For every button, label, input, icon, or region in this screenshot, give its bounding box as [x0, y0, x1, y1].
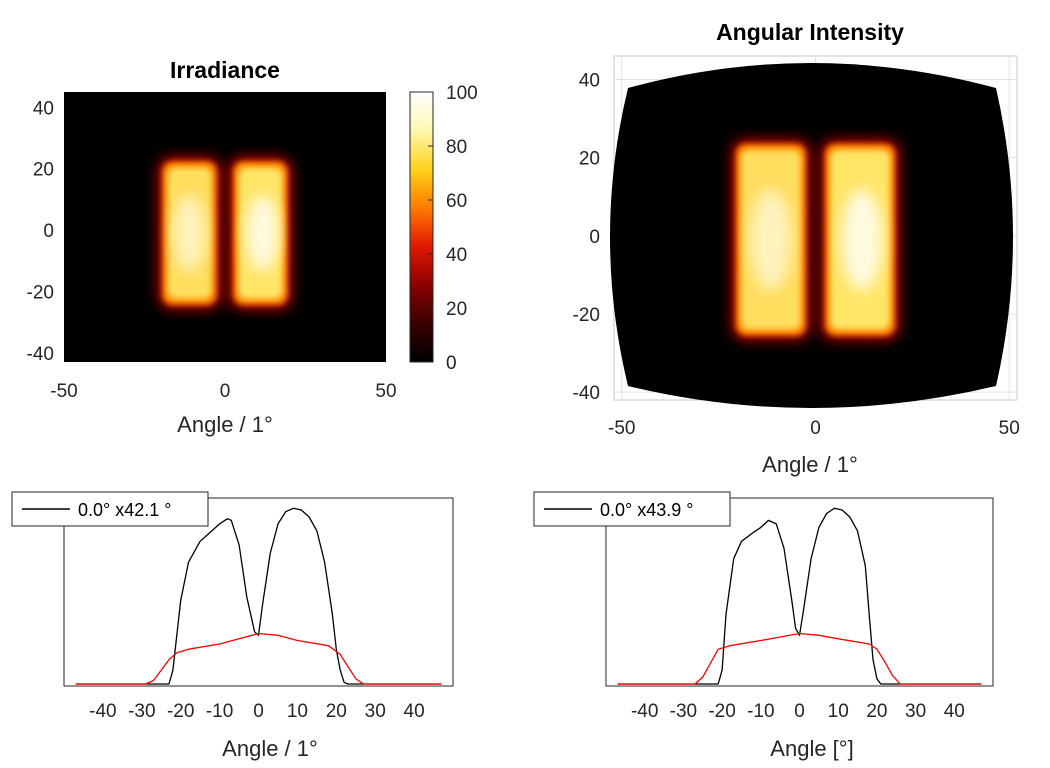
angular-intensity-title: Angular Intensity	[716, 19, 904, 45]
profile-right-legend-label: 0.0° x43.9 °	[600, 500, 693, 520]
heat-bar-core	[750, 188, 792, 291]
heat-bar-core	[246, 194, 279, 272]
x-tick-label: 0	[253, 701, 264, 722]
irradiance-plot-area	[64, 92, 386, 362]
profile-left-legend: 0.0° x42.1 °	[11, 491, 209, 527]
heat-bar-core	[841, 188, 883, 291]
series-line	[75, 507, 442, 685]
irradiance-y-ticks: 40 20 0 -20 -40	[27, 98, 54, 364]
x-tick-label: 10	[828, 701, 849, 722]
x-tick-label: 10	[287, 701, 308, 722]
colorbar-tick-label: 40	[446, 245, 467, 266]
profile-right-legend: 0.0° x43.9 °	[533, 491, 731, 527]
x-tick-label: 20	[326, 701, 347, 722]
colorbar-tick-label: 0	[446, 353, 457, 374]
profile-left-lines	[75, 507, 442, 685]
profile-left-axes	[63, 497, 454, 687]
y-tick-label: 40	[579, 70, 600, 91]
profile-right-x-label: Angle [°]	[770, 736, 853, 761]
colorbar-tick-label: 20	[446, 299, 467, 320]
heat-bar-core	[173, 194, 206, 272]
irradiance-x-ticks: -50 0 50	[50, 381, 396, 402]
profile-left-x-ticks: -40 -30 -20 -10 0 10 20 30 40	[89, 701, 425, 722]
angular-intensity-panel: Angular Intensity -50 0 50 40 20 0 -20 -40 Ang…	[573, 19, 1020, 477]
profile-left-panel: -40 -30 -20 -10 0 10 20 30 40 Angle / 1° 0.0° x4…	[11, 491, 454, 761]
profile-left-x-label: Angle / 1°	[222, 736, 318, 761]
irradiance-title: Irradiance	[170, 57, 280, 83]
x-tick-label: 40	[404, 701, 425, 722]
x-tick-label: -30	[670, 701, 697, 722]
x-tick-label: 50	[999, 418, 1020, 439]
x-tick-label: -50	[50, 381, 77, 402]
x-tick-label: 30	[905, 701, 926, 722]
colorbar-tick-label: 60	[446, 191, 467, 212]
profile-right-panel: -40 -30 -20 -10 0 10 20 30 40 Angle [°] 0.0° x43…	[533, 491, 994, 761]
colorbar-gradient	[409, 91, 434, 363]
y-tick-label: 20	[579, 149, 600, 170]
series-line	[617, 632, 982, 685]
series-line	[617, 507, 982, 685]
y-tick-label: 0	[43, 221, 54, 242]
y-tick-label: -40	[573, 383, 600, 404]
angular-bars	[732, 140, 899, 340]
profile-left-legend-label: 0.0° x42.1 °	[78, 500, 171, 520]
irradiance-bars	[158, 157, 292, 309]
colorbar: 100 80 60 40 20 0	[409, 83, 478, 374]
irradiance-panel: Irradiance -50 0 50 40 20 0 -20 -40 Angle / 1°	[27, 57, 397, 437]
y-tick-label: 0	[589, 227, 600, 248]
x-tick-label: 20	[866, 701, 887, 722]
x-tick-label: -40	[89, 701, 116, 722]
angular-x-label: Angle / 1°	[762, 452, 858, 477]
profile-right-x-ticks: -40 -30 -20 -10 0 10 20 30 40	[631, 701, 965, 722]
x-tick-label: 0	[810, 418, 821, 439]
x-tick-label: 50	[375, 381, 396, 402]
x-tick-label: 0	[794, 701, 805, 722]
x-tick-label: -10	[747, 701, 774, 722]
y-tick-label: 20	[33, 160, 54, 181]
profile-right-lines	[617, 507, 982, 685]
colorbar-ticks: 100 80 60 40 20 0	[428, 83, 478, 374]
colorbar-tick-label: 80	[446, 137, 467, 158]
x-tick-label: 0	[220, 381, 231, 402]
y-tick-label: -40	[27, 344, 54, 365]
profile-right-axes	[605, 497, 994, 687]
y-tick-label: -20	[573, 305, 600, 326]
x-tick-label: -20	[708, 701, 735, 722]
x-tick-label: -30	[128, 701, 155, 722]
angular-domain	[610, 63, 1013, 408]
series-line	[75, 632, 442, 685]
x-tick-label: 30	[365, 701, 386, 722]
angular-y-ticks: 40 20 0 -20 -40	[573, 70, 600, 404]
angular-x-ticks: -50 0 50	[608, 418, 1020, 439]
x-tick-label: 40	[944, 701, 965, 722]
y-tick-label: -20	[27, 282, 54, 303]
x-tick-label: -10	[206, 701, 233, 722]
x-tick-label: -40	[631, 701, 658, 722]
x-tick-label: -50	[608, 418, 635, 439]
irradiance-x-label: Angle / 1°	[177, 412, 273, 437]
colorbar-tick-label: 100	[446, 83, 478, 104]
y-tick-label: 40	[33, 98, 54, 119]
x-tick-label: -20	[167, 701, 194, 722]
